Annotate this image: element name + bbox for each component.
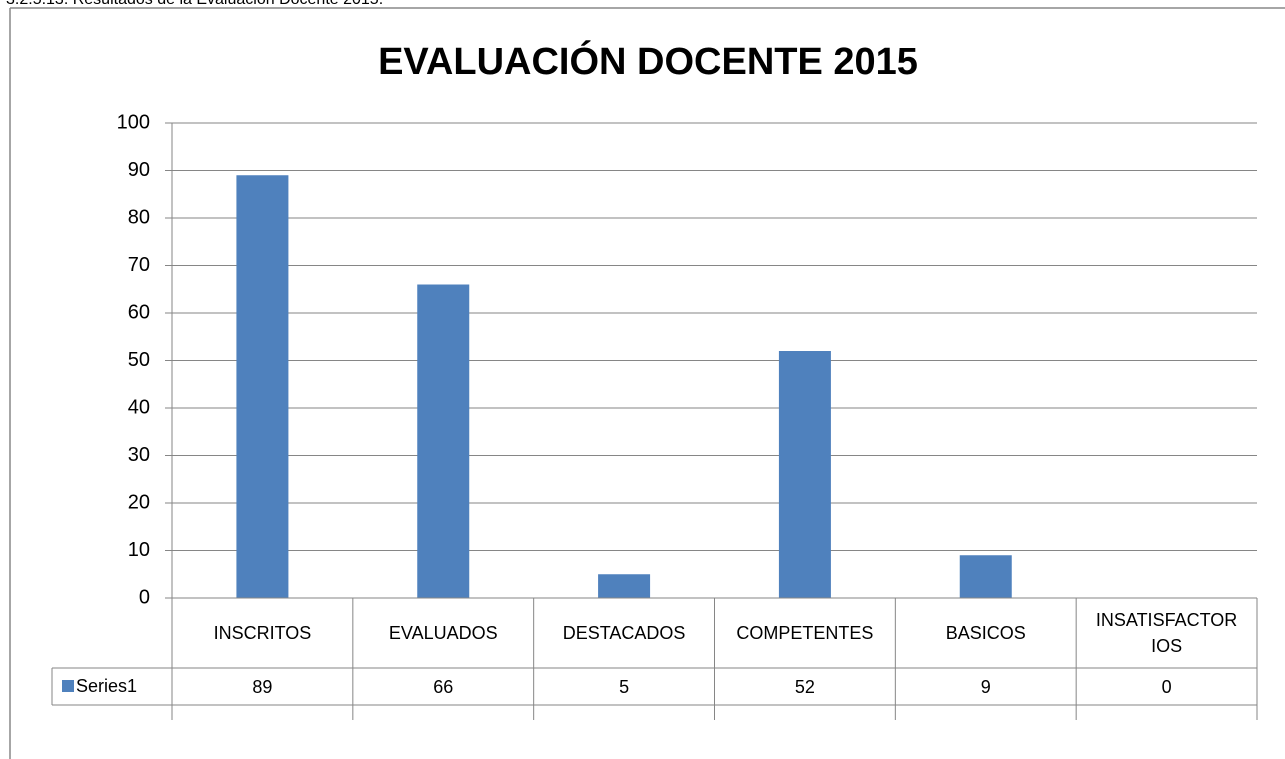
y-tick-label: 100 — [117, 111, 150, 133]
legend-key — [62, 680, 74, 692]
table-value: 66 — [433, 676, 454, 697]
y-tick-label: 50 — [128, 349, 150, 371]
table-value: 9 — [980, 676, 991, 697]
chart-title: EVALUACIÓN DOCENTE 2015 — [378, 39, 918, 83]
x-tick-label: BASICOS — [945, 623, 1026, 643]
table-value: 89 — [252, 676, 273, 697]
bar — [236, 175, 289, 598]
y-tick-label: 0 — [139, 586, 150, 608]
x-tick-label: EVALUADOS — [388, 623, 498, 643]
table-value: 5 — [619, 676, 630, 697]
bar — [778, 351, 831, 598]
bar — [959, 555, 1012, 598]
y-tick-label: 30 — [128, 444, 150, 466]
x-tick-label: INSATISFACTORIOS — [1095, 610, 1238, 656]
y-tick-label: 80 — [128, 206, 150, 228]
x-tick-label: INSCRITOS — [213, 623, 312, 643]
x-tick-label: DESTACADOS — [562, 623, 686, 643]
y-tick-label: 90 — [128, 159, 150, 181]
caption: 3.2.5.13. Resultados de la Evaluación Do… — [6, 0, 383, 9]
y-tick-label: 40 — [128, 396, 150, 418]
legend-label: Series1 — [76, 676, 137, 696]
y-tick-label: 70 — [128, 254, 150, 276]
x-tick-label: COMPETENTES — [736, 623, 874, 643]
table-value: 0 — [1161, 676, 1172, 697]
y-tick-label: 10 — [128, 539, 150, 561]
y-tick-label: 60 — [128, 301, 150, 323]
bar — [598, 574, 651, 598]
y-tick-label: 20 — [128, 491, 150, 513]
bar — [417, 284, 470, 598]
table-value: 52 — [794, 676, 815, 697]
